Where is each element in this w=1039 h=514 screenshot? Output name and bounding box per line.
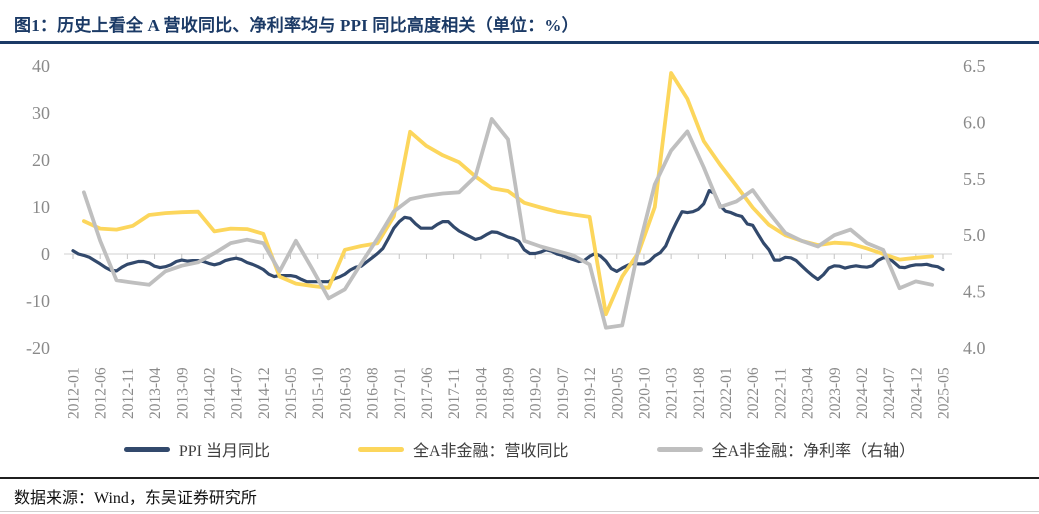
figure-title: 图1：历史上看全 A 营收同比、净利率均与 PPI 同比高度相关（单位：%）: [14, 16, 579, 35]
x-axis-label: 2015-05: [283, 367, 300, 419]
left-axis-label: 10: [32, 197, 50, 217]
x-axis-label: 2016-08: [365, 367, 382, 419]
legend-item-1: 全A非金融：营收同比: [358, 437, 569, 461]
x-axis-label: 2024-07: [881, 367, 898, 419]
x-axis-label: 2020-05: [609, 367, 626, 419]
series-line-2: [82, 117, 934, 330]
x-axis-label: 2012-01: [66, 367, 83, 419]
right-axis-label: 6.0: [963, 112, 986, 132]
x-axis-label: 2024-02: [854, 367, 871, 419]
x-axis-label: 2013-09: [174, 367, 191, 419]
x-axis-label: 2023-09: [827, 367, 844, 419]
x-axis-label: 2019-07: [555, 367, 572, 419]
chart-legend: PPI 当月同比 全A非金融：营收同比 全A非金融：净利率（右轴）: [0, 437, 1039, 461]
footer-divider: [0, 477, 1039, 479]
x-axis-label: 2023-04: [800, 367, 817, 419]
x-axis-label: 2022-01: [718, 367, 735, 419]
x-axis-label: 2016-03: [337, 367, 354, 419]
right-axis-label: 4.0: [963, 338, 986, 358]
x-axis-label: 2012-06: [93, 367, 110, 419]
x-axis-label: 2019-12: [582, 367, 599, 419]
x-axis-label: 2015-10: [310, 367, 327, 419]
x-axis-label: 2014-12: [256, 367, 273, 419]
data-source-note: 数据来源：Wind，东吴证券研究所: [14, 490, 257, 507]
legend-label: PPI 当月同比: [178, 443, 270, 460]
x-axis-label: 2018-09: [501, 367, 518, 419]
x-axis-label: 2017-01: [392, 367, 409, 419]
right-axis-label: 5.5: [963, 169, 986, 189]
series-line-1: [82, 71, 934, 317]
legend-label: 全A非金融：营收同比: [413, 443, 569, 460]
x-axis-label: 2024-12: [908, 367, 925, 419]
legend-swatch-icon: [123, 446, 170, 452]
left-axis-label: 0: [41, 244, 50, 264]
x-axis-label: 2017-11: [446, 368, 463, 419]
x-axis-label: 2017-06: [419, 367, 436, 419]
legend-swatch-icon: [656, 446, 703, 452]
x-axis-label: 2012-11: [120, 368, 137, 419]
legend-item-2: 全A非金融：净利率（右轴）: [656, 437, 916, 461]
legend-label: 全A非金融：净利率（右轴）: [711, 443, 916, 460]
x-axis-label: 2019-02: [528, 367, 545, 419]
series-line-0: [71, 189, 945, 284]
right-axis-label: 4.5: [963, 282, 986, 302]
bottom-border: [0, 511, 1039, 512]
left-axis-label: -10: [26, 291, 50, 311]
x-axis-label: 2022-11: [772, 368, 789, 419]
title-underline: [0, 41, 1039, 44]
x-axis-label: 2013-04: [147, 367, 164, 419]
x-axis-label: 2022-06: [745, 367, 762, 419]
x-axis-label: 2021-08: [691, 367, 708, 419]
legend-swatch-icon: [358, 446, 404, 452]
legend-item-0: PPI 当月同比: [123, 437, 270, 461]
x-axis-label: 2021-03: [664, 367, 681, 419]
left-axis-label: 20: [32, 150, 50, 170]
left-axis-label: 30: [32, 103, 50, 123]
x-axis-label: 2014-02: [201, 367, 218, 419]
x-axis-label: 2020-10: [636, 367, 653, 419]
x-axis-label: 2025-05: [936, 367, 953, 419]
right-axis-label: 6.5: [963, 56, 986, 76]
left-axis-label: 40: [32, 56, 50, 76]
right-axis-label: 5.0: [963, 225, 986, 245]
x-axis-label: 2018-04: [473, 367, 490, 419]
x-axis-label: 2014-07: [229, 367, 246, 419]
left-axis-label: -20: [26, 338, 50, 358]
